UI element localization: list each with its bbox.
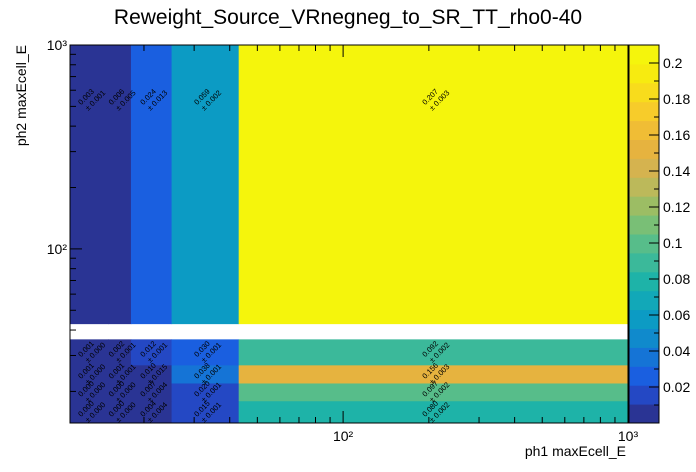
heatmap-cell — [108, 382, 132, 402]
colorbar-level — [629, 234, 659, 254]
heatmap-cell — [108, 339, 132, 366]
colorbar-level — [629, 290, 659, 311]
heatmap-cell — [70, 364, 109, 384]
colorbar-level — [629, 177, 659, 197]
colorbar-tick-label: 0.06 — [663, 307, 690, 323]
heatmap-cell — [171, 339, 240, 366]
heatmap-cell — [238, 400, 629, 424]
heatmap-cell — [70, 382, 109, 402]
colorbar-level — [629, 252, 659, 273]
heatmap-cell — [108, 45, 132, 325]
heatmap-cell — [171, 382, 240, 402]
colorbar-tick-label: 0.08 — [663, 271, 690, 287]
colorbar-level — [629, 366, 659, 386]
heatmap-cell — [70, 45, 109, 325]
colorbar-tick-label: 0.12 — [663, 199, 690, 215]
colorbar-level — [629, 309, 659, 329]
colorbar-level — [629, 215, 659, 235]
heatmap-cell — [171, 364, 240, 384]
colorbar-tick-label: 0.16 — [663, 127, 690, 143]
x-tick-label: 10³ — [618, 428, 639, 444]
axes: 10² 10³ 10² 10³ — [47, 37, 639, 444]
heatmap-cell — [238, 339, 629, 366]
heatmap-cell — [171, 45, 240, 325]
colorbar-level — [629, 82, 659, 103]
colorbar-level — [629, 328, 659, 348]
colorbar-level — [629, 404, 659, 424]
chart-title: Reweight_Source_VRnegneg_to_SR_TT_rho0-4… — [113, 6, 583, 29]
heatmap-cell — [130, 364, 173, 384]
colorbar-level — [629, 63, 659, 84]
colorbar-level — [629, 101, 659, 122]
x-axis-label: ph1 maxEcell_E — [525, 443, 626, 459]
colorbar-level — [629, 139, 659, 159]
colorbar-tick-label: 0.18 — [663, 91, 690, 107]
colorbar-tick-label: 0.04 — [663, 343, 690, 359]
x-tick-label: 10² — [333, 428, 354, 444]
heatmap-cells — [70, 45, 629, 424]
heatmap-cell — [238, 382, 629, 402]
colorbar-tick-label: 0.1 — [663, 235, 683, 251]
colorbar-frame — [628, 44, 660, 424]
colorbar-level — [629, 158, 659, 178]
heatmap-cell — [130, 382, 173, 402]
colorbar-tick-label: 0.14 — [663, 163, 690, 179]
colorbar-level — [629, 120, 659, 140]
heatmap-cell — [108, 400, 132, 424]
y-tick-label: 10³ — [47, 37, 68, 53]
plot-frame — [69, 44, 629, 424]
colorbar-tick-label: 0.2 — [663, 55, 683, 71]
colorbar-tick-label: 0.02 — [663, 379, 690, 395]
colorbar-level — [629, 271, 659, 292]
colorbar-level — [629, 385, 659, 405]
y-axis-label: ph2 maxEcell_E — [13, 45, 29, 146]
heatmap-cell — [130, 45, 173, 325]
colorbar-level — [629, 347, 659, 367]
y-tick-label: 10² — [47, 241, 68, 257]
colorbar-level — [629, 196, 659, 216]
colorbar-level — [629, 45, 659, 65]
heatmap-cell — [70, 400, 109, 424]
heatmap-cell — [171, 400, 240, 424]
heatmap-cell — [130, 339, 173, 366]
heatmap-cell — [70, 339, 109, 366]
heatmap-cell — [238, 364, 629, 384]
heatmap-cell — [130, 400, 173, 424]
heatmap-cell — [238, 45, 629, 325]
colorbar: 0.02 0.04 0.06 0.08 0.1 0.12 0.14 0.16 0.18 0.2 — [628, 44, 690, 424]
heatmap-cell — [108, 364, 132, 384]
